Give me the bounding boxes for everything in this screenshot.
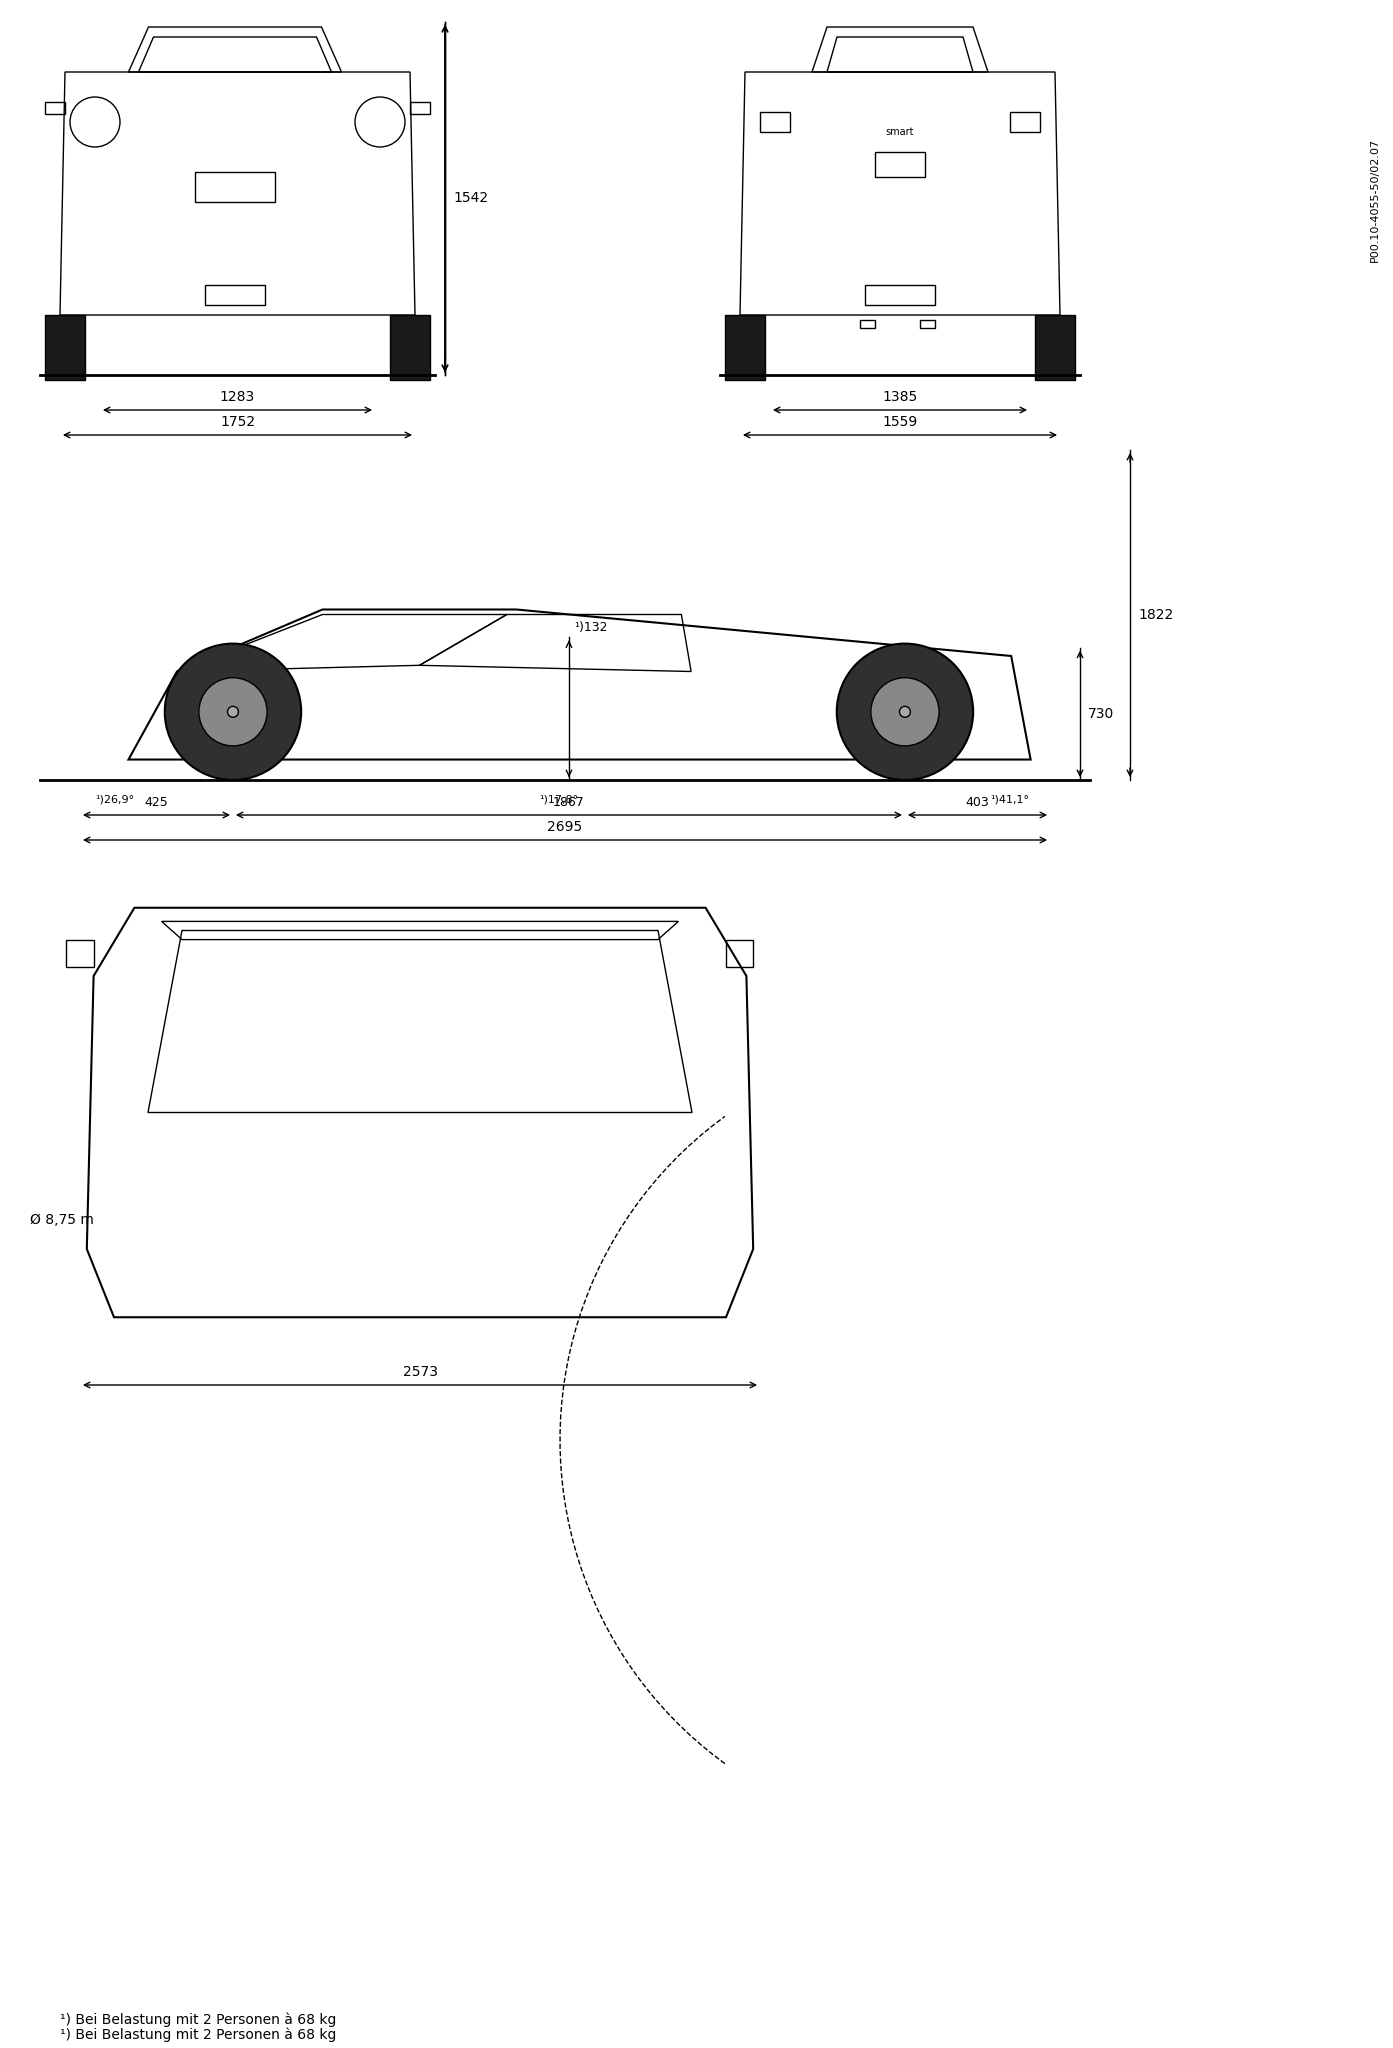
Bar — [865, 285, 935, 305]
Text: 1542: 1542 — [453, 193, 488, 205]
Circle shape — [199, 678, 267, 745]
Text: P00.10-4055-50/02.07: P00.10-4055-50/02.07 — [1369, 137, 1380, 262]
Circle shape — [871, 678, 939, 745]
Text: smart: smart — [886, 127, 914, 137]
Text: 1752: 1752 — [220, 416, 255, 428]
Bar — [875, 152, 925, 176]
Bar — [726, 940, 754, 967]
Text: Ø 8,75 m: Ø 8,75 m — [31, 1212, 93, 1227]
Bar — [67, 940, 93, 967]
Bar — [859, 319, 875, 328]
Bar — [45, 102, 65, 115]
Text: ¹)17,8°: ¹)17,8° — [539, 795, 578, 805]
Circle shape — [900, 707, 911, 717]
Text: ¹) Bei Belastung mit 2 Personen à 68 kg: ¹) Bei Belastung mit 2 Personen à 68 kg — [60, 2013, 336, 2028]
Text: ¹)41,1°: ¹)41,1° — [990, 795, 1029, 805]
Circle shape — [837, 643, 974, 780]
Bar — [1010, 113, 1041, 131]
Text: 1822: 1822 — [1138, 608, 1173, 623]
Text: 1559: 1559 — [882, 416, 918, 428]
Bar — [410, 102, 430, 115]
Text: 1385: 1385 — [882, 389, 918, 403]
Text: ¹) Bei Belastung mit 2 Personen à 68 kg: ¹) Bei Belastung mit 2 Personen à 68 kg — [60, 2028, 336, 2042]
Bar — [724, 315, 765, 381]
Text: 730: 730 — [1088, 707, 1114, 721]
Bar — [205, 285, 265, 305]
Bar — [919, 319, 935, 328]
Text: 1283: 1283 — [220, 389, 255, 403]
Text: 1867: 1867 — [553, 797, 585, 809]
Bar — [45, 315, 85, 381]
Text: ¹)132: ¹)132 — [574, 621, 607, 635]
Circle shape — [227, 707, 238, 717]
Text: 403: 403 — [965, 797, 989, 809]
Text: 2573: 2573 — [403, 1366, 437, 1378]
Text: ¹)26,9°: ¹)26,9° — [95, 795, 134, 805]
Bar — [1035, 315, 1075, 381]
Bar — [761, 113, 790, 131]
Bar — [195, 172, 274, 203]
Bar — [390, 315, 430, 381]
Text: 2695: 2695 — [547, 819, 582, 834]
Circle shape — [164, 643, 301, 780]
Text: 425: 425 — [145, 797, 169, 809]
